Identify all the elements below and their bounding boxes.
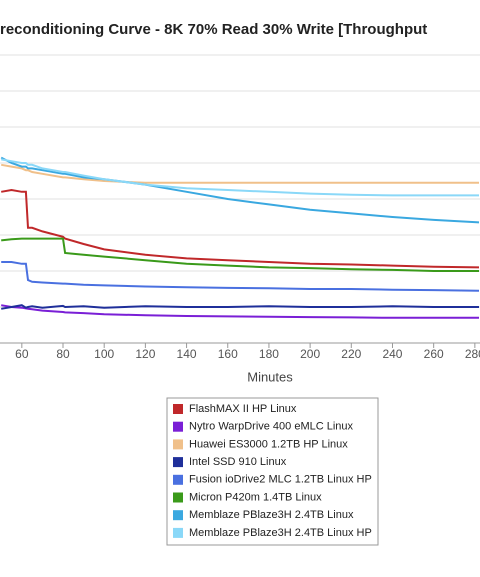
legend-swatch xyxy=(173,439,183,450)
legend-label: Intel SSD 910 Linux xyxy=(189,456,287,468)
x-tick-label: 220 xyxy=(341,347,361,361)
legend-swatch xyxy=(173,421,183,432)
legend-label: Fusion ioDrive2 MLC 1.2TB Linux HP xyxy=(189,474,372,486)
legend-label: Memblaze PBlaze3H 2.4TB Linux xyxy=(189,509,354,521)
x-tick-label: 280 xyxy=(465,347,480,361)
legend-swatch xyxy=(173,510,183,521)
legend-swatch xyxy=(173,404,183,414)
legend-label: Nytro WarpDrive 400 eMLC Linux xyxy=(189,421,354,433)
legend-swatch xyxy=(173,457,183,468)
x-tick-label: 240 xyxy=(382,347,402,361)
x-axis-title: Minutes xyxy=(247,369,293,384)
x-tick-label: 60 xyxy=(15,347,29,361)
x-tick-label: 200 xyxy=(300,347,320,361)
legend-swatch xyxy=(173,527,183,538)
series-line xyxy=(1,158,479,197)
series-line xyxy=(1,188,480,269)
x-tick-label: 120 xyxy=(135,347,155,361)
series-line xyxy=(1,163,479,184)
legend-swatch xyxy=(173,474,183,485)
x-tick-label: 80 xyxy=(56,347,70,361)
legend-label: FlashMAX II HP Linux xyxy=(189,403,297,415)
legend-label: Micron P420m 1.4TB Linux xyxy=(189,491,322,503)
legend-label: Huawei ES3000 1.2TB HP Linux xyxy=(189,438,348,450)
x-tick-label: 160 xyxy=(218,347,238,361)
chart-title: reconditioning Curve - 8K 70% Read 30% W… xyxy=(0,21,427,38)
legend-label: Memblaze PBlaze3H 2.4TB Linux HP xyxy=(189,527,372,539)
series-line xyxy=(1,237,479,272)
legend-swatch xyxy=(173,492,183,503)
x-tick-label: 140 xyxy=(177,347,197,361)
legend xyxy=(166,397,379,546)
series-line xyxy=(1,304,479,310)
x-tick-label: 180 xyxy=(259,347,279,361)
series-line xyxy=(1,261,480,292)
x-tick-label: 260 xyxy=(424,347,444,361)
x-tick-label: 100 xyxy=(94,347,114,361)
